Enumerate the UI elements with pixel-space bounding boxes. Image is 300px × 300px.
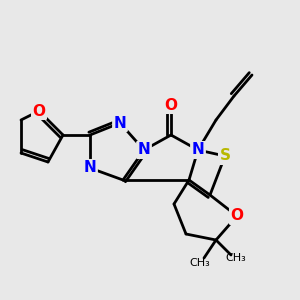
Text: N: N <box>192 142 204 158</box>
Text: CH₃: CH₃ <box>189 257 210 268</box>
Text: N: N <box>138 142 150 158</box>
Text: N: N <box>114 116 126 130</box>
Text: O: O <box>32 103 46 118</box>
Text: CH₃: CH₃ <box>225 253 246 263</box>
Text: O: O <box>230 208 244 224</box>
Text: O: O <box>164 98 178 112</box>
Text: S: S <box>220 148 230 164</box>
Text: N: N <box>84 160 96 175</box>
